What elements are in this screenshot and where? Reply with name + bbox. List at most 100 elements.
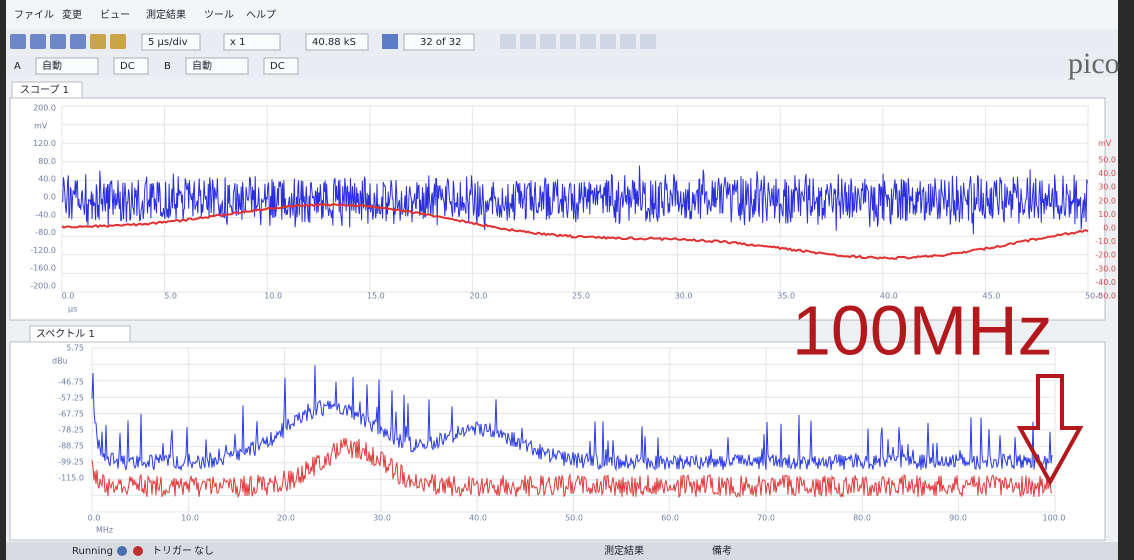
channel-range: 自動 <box>192 59 212 72</box>
y2-tick-label: 40.0 <box>1098 169 1116 178</box>
tool-button[interactable] <box>70 34 86 49</box>
tool-button[interactable] <box>30 34 46 49</box>
spectrum-panel <box>9 341 1106 541</box>
y-tick-label: -67.75 <box>58 410 84 419</box>
range-box[interactable] <box>185 57 249 75</box>
channel-name: A <box>14 61 21 72</box>
range-box[interactable] <box>35 57 99 75</box>
zoom-box[interactable] <box>223 33 281 51</box>
y-tick-label: -88.75 <box>58 442 84 451</box>
x-tick-label: 10.0 <box>264 292 282 301</box>
x-tick-label: 60.0 <box>661 514 679 523</box>
menu-item[interactable]: ヘルプ <box>246 9 276 21</box>
y-tick-label: -160.0 <box>30 264 56 273</box>
menu-item[interactable]: ファイル <box>14 10 54 21</box>
tab-label: スコープ 1 <box>20 84 69 96</box>
capture-box[interactable] <box>403 33 475 51</box>
tool-button[interactable] <box>560 34 576 49</box>
coupling-box[interactable] <box>113 57 149 75</box>
menu-item[interactable]: 測定結果 <box>146 8 186 21</box>
y-tick-label: -57.25 <box>58 394 84 403</box>
y-tick-label: -78.25 <box>58 426 84 435</box>
tool-button[interactable] <box>110 34 126 49</box>
tool-button[interactable] <box>10 34 26 49</box>
samples: 40.88 kS <box>312 37 356 48</box>
coupling-box[interactable] <box>263 57 299 75</box>
y2-unit: mV <box>1098 139 1112 148</box>
y-tick-label: 200.0 <box>33 104 56 113</box>
tool-button[interactable] <box>600 34 616 49</box>
x-tick-label: 100.0 <box>1043 514 1066 523</box>
zoom: x 1 <box>230 37 245 48</box>
tool-button[interactable] <box>90 34 106 49</box>
x-tick-label: 90.0 <box>949 514 967 523</box>
annotation: 100MHz <box>792 291 1053 369</box>
x-tick-label: 10.0 <box>181 514 199 523</box>
stop-button[interactable] <box>133 546 143 556</box>
channel-bar <box>6 55 1118 77</box>
y-tick-label: -46.75 <box>58 378 84 387</box>
status-state: Running <box>72 546 113 557</box>
y-unit: mV <box>34 121 48 130</box>
y2-tick-label: 10.0 <box>1098 210 1116 219</box>
y2-tick-label: -50.0 <box>1095 292 1116 301</box>
x-tick-label: 0.0 <box>62 292 75 301</box>
run-button[interactable] <box>117 546 127 556</box>
capture-nav[interactable] <box>382 34 398 49</box>
tool-button[interactable] <box>540 34 556 49</box>
menu-item[interactable]: ビュー <box>100 9 130 21</box>
channel-name: B <box>164 61 171 72</box>
menu-item[interactable]: ツール <box>204 10 234 21</box>
y-tick-label: 40.0 <box>38 175 56 184</box>
y-tick-label: 0.0 <box>43 193 56 202</box>
x-tick-label: 0.0 <box>88 514 101 523</box>
tab[interactable] <box>11 81 83 99</box>
timebase-box[interactable] <box>141 33 201 51</box>
samples-box[interactable] <box>305 33 369 51</box>
x-tick-label: 80.0 <box>853 514 871 523</box>
tool-button[interactable] <box>50 34 66 49</box>
status-measurements[interactable]: 測定結果 <box>604 544 644 557</box>
y-tick-label: -99.25 <box>58 458 84 467</box>
y-tick-label: -40.0 <box>35 210 56 219</box>
tool-button[interactable] <box>620 34 636 49</box>
x-tick-label: 30.0 <box>675 292 693 301</box>
status-notes[interactable]: 備考 <box>712 544 732 557</box>
x-tick-label: 20.0 <box>277 514 295 523</box>
y2-tick-label: -30.0 <box>1095 264 1116 273</box>
trace-b <box>61 202 1089 260</box>
x-tick-label: 50.0 <box>565 514 583 523</box>
x-unit: µs <box>68 305 77 314</box>
y-unit: dBu <box>52 357 68 366</box>
x-unit: MHz <box>96 526 113 535</box>
x-tick-label: 25.0 <box>572 292 590 301</box>
tool-button[interactable] <box>640 34 656 49</box>
y-tick-label: -200.0 <box>30 282 56 291</box>
y2-tick-label: -10.0 <box>1095 237 1116 246</box>
menu-item[interactable]: 変更 <box>62 8 82 21</box>
spectrum-a <box>91 365 1053 472</box>
x-tick-label: 40.0 <box>469 514 487 523</box>
tool-button[interactable] <box>580 34 596 49</box>
menu-bar <box>6 0 1118 28</box>
y2-tick-label: 50.0 <box>1098 156 1116 165</box>
spectrum-b <box>91 437 1053 499</box>
tab[interactable] <box>29 325 131 343</box>
status-bar <box>6 542 1118 560</box>
arrow <box>1016 374 1084 487</box>
x-tick-label: 45.0 <box>982 292 1000 301</box>
tool-button[interactable] <box>520 34 536 49</box>
x-tick-label: 50.0 <box>1085 292 1103 301</box>
x-tick-label: 70.0 <box>757 514 775 523</box>
y-tick-label: -115.0 <box>58 474 84 483</box>
status-trigger: トリガー <box>152 545 192 557</box>
y2-tick-label: 0.0 <box>1103 224 1116 233</box>
x-tick-label: 35.0 <box>777 292 795 301</box>
trace-a <box>61 165 1088 235</box>
tab-label: スペクトル 1 <box>36 328 95 340</box>
tool-button[interactable] <box>500 34 516 49</box>
y-tick-label: -120.0 <box>30 246 56 255</box>
y2-tick-label: 20.0 <box>1098 196 1116 205</box>
